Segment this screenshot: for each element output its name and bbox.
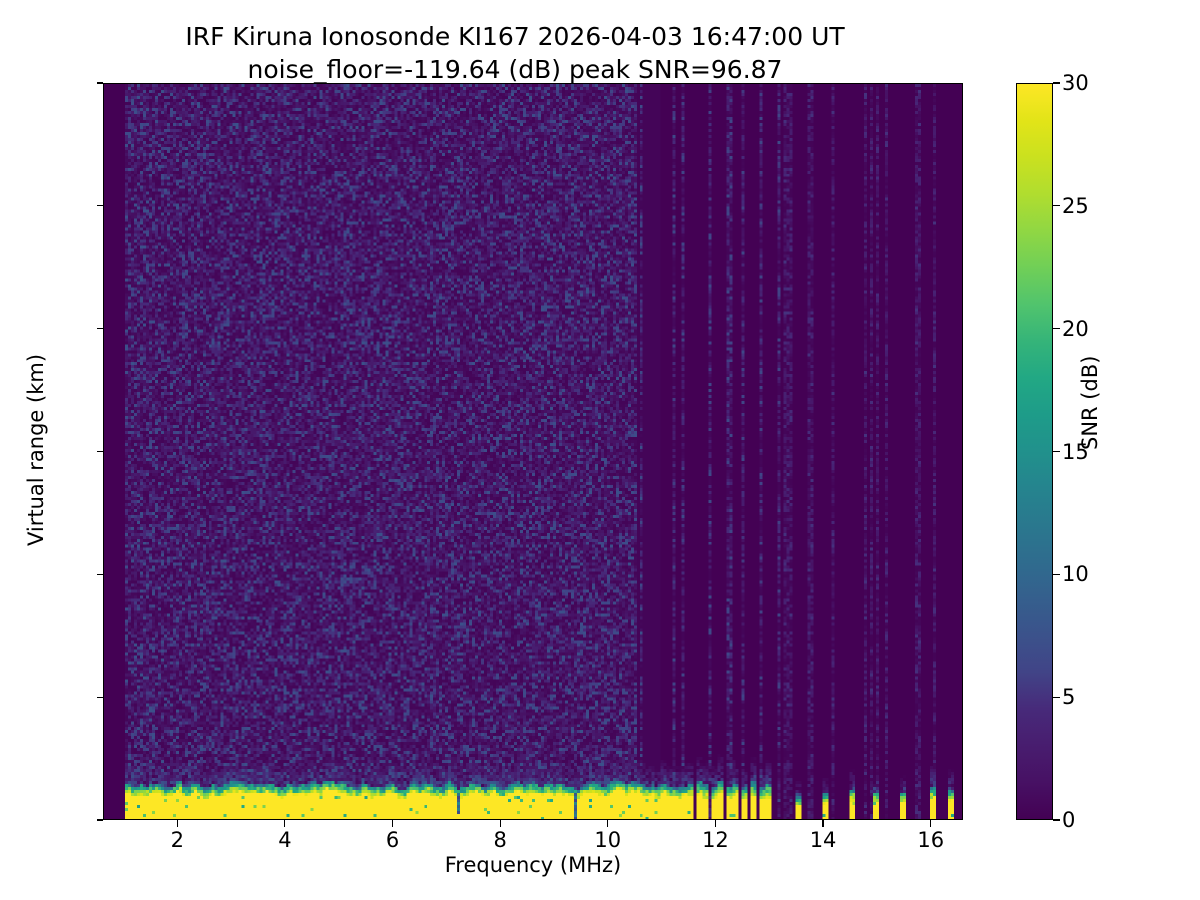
x-tick-mark	[822, 820, 824, 827]
x-tick-label: 2	[170, 828, 184, 852]
x-tick-mark	[607, 820, 609, 827]
title-line-1: IRF Kiruna Ionosonde KI167 2026-04-03 16…	[185, 22, 845, 51]
x-tick-label: 10	[594, 828, 622, 852]
x-tick-label: 4	[278, 828, 292, 852]
colorbar-tick-label: 20	[1062, 316, 1089, 341]
y-tick-mark	[96, 82, 103, 84]
x-tick-mark	[714, 820, 717, 827]
y-tick-mark	[96, 573, 103, 575]
y-tick-mark	[96, 205, 103, 207]
colorbar-ticks: 0 5 10 15 20 25 30	[1016, 71, 1089, 832]
colorbar-tick-mark	[1053, 328, 1060, 330]
x-tick-label: 12	[702, 828, 729, 852]
colorbar-tick-mark	[1053, 696, 1060, 698]
x-tick-label: 16	[917, 828, 945, 852]
colorbar-tick-mark	[1053, 573, 1060, 575]
x-tick-label: 6	[385, 828, 400, 852]
colorbar-tick-label: 10	[1062, 562, 1089, 587]
x-tick-label: 8	[493, 828, 507, 852]
x-tick-mark	[930, 820, 932, 827]
colorbar-gradient[interactable]	[1016, 83, 1053, 820]
x-tick-label: 14	[809, 828, 837, 852]
x-tick-mark	[391, 820, 394, 827]
y-tick-mark	[96, 696, 103, 698]
x-tick-mark	[176, 820, 178, 827]
colorbar-tick-mark	[1053, 450, 1060, 453]
x-tick-mark	[499, 820, 501, 827]
colorbar-tick-mark	[1053, 205, 1060, 207]
colorbar-tick-mark	[1053, 819, 1060, 821]
ionogram-heatmap-canvas	[104, 84, 962, 819]
x-tick-mark	[284, 820, 286, 827]
colorbar-tick-label: 5	[1062, 685, 1076, 710]
y-tick-mark	[96, 819, 103, 821]
title-line-2: noise_floor=-119.64 (dB) peak SNR=96.87	[247, 55, 783, 84]
y-tick-mark	[96, 450, 103, 453]
chart-title: IRF Kiruna Ionosonde KI167 2026-04-03 16…	[0, 20, 1030, 86]
colorbar-tick-label: 15	[1062, 439, 1089, 464]
colorbar-tick-label: 30	[1062, 71, 1089, 95]
heatmap-plot-area[interactable]	[103, 83, 963, 820]
x-axis-label: Frequency (MHz)	[444, 853, 622, 877]
colorbar-tick-label: 25	[1062, 193, 1089, 218]
y-axis-label: Virtual range (km)	[24, 353, 49, 547]
colorbar-tick-label: 0	[1062, 808, 1076, 832]
colorbar-label: SNR (dB)	[1078, 355, 1102, 450]
colorbar-tick-mark	[1053, 82, 1060, 84]
y-tick-mark	[96, 328, 103, 330]
